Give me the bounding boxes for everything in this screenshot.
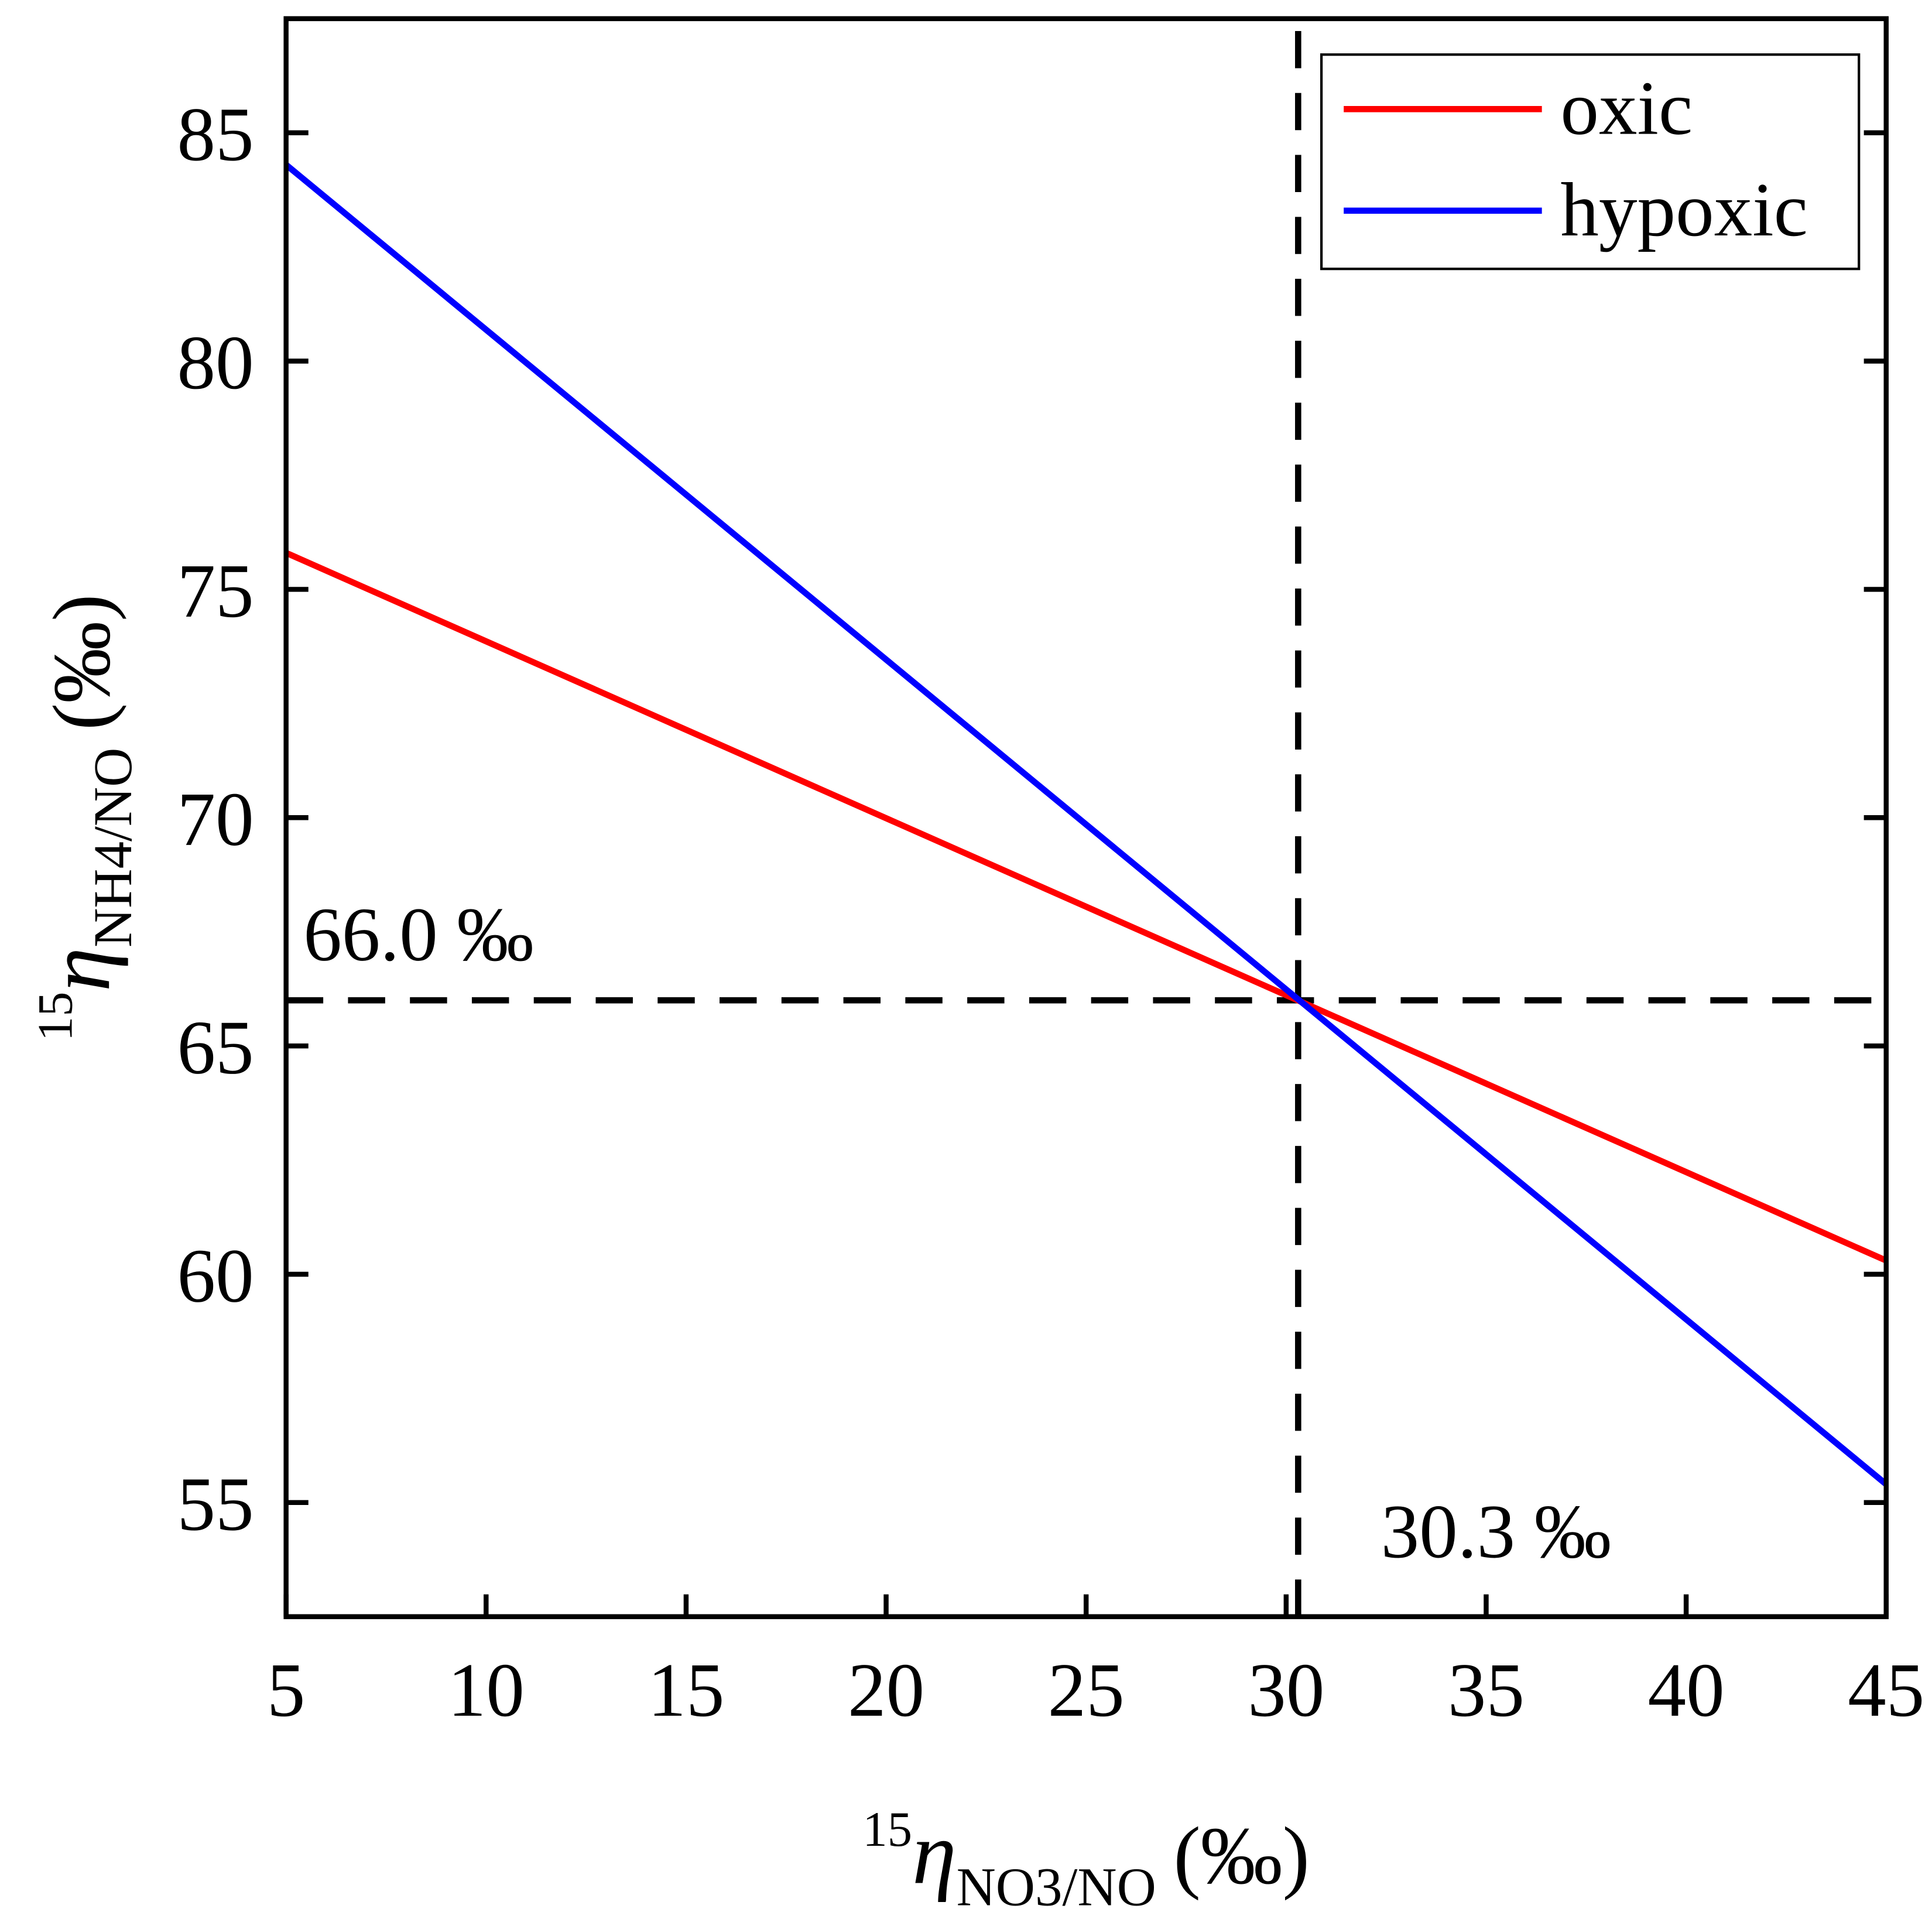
- y-tick-label: 75: [177, 549, 254, 634]
- x-tick-label: 40: [1648, 1648, 1725, 1733]
- x-tick-label: 35: [1448, 1648, 1525, 1733]
- label-sub: NO3/NO: [957, 1858, 1156, 1918]
- x-tick-label: 30: [1248, 1648, 1324, 1733]
- plot-frame: [283, 16, 1889, 1619]
- label-symbol: η: [29, 947, 128, 992]
- y-tick-label: 65: [177, 1005, 254, 1090]
- label-sup: 15: [29, 991, 83, 1041]
- y-tick-label: 80: [177, 320, 254, 405]
- y-tick-label: 70: [177, 777, 254, 862]
- legend-label: hypoxic: [1560, 167, 1808, 252]
- label-sup: 15: [862, 1802, 912, 1857]
- x-tick-label: 15: [648, 1648, 724, 1733]
- x-tick-label: 20: [848, 1648, 924, 1733]
- data-line: [284, 162, 1889, 1487]
- x-tick-label: 25: [1048, 1648, 1125, 1733]
- annotation: 30.3 ‰: [1381, 1489, 1611, 1574]
- label-unit: (‰): [1173, 1811, 1310, 1901]
- y-tick-label: 55: [177, 1462, 254, 1547]
- legend-label: oxic: [1560, 66, 1693, 151]
- legend-box: [1320, 53, 1861, 271]
- y-tick-label: 85: [177, 92, 254, 177]
- label-unit: (‰): [37, 594, 127, 730]
- x-tick-label: 45: [1848, 1648, 1924, 1733]
- x-tick-label: 5: [267, 1648, 306, 1733]
- y-tick-label: 60: [177, 1233, 254, 1318]
- annotation: 66.0 ‰: [303, 892, 533, 977]
- data-line: [285, 550, 1888, 1264]
- x-tick-label: 10: [448, 1648, 525, 1733]
- label-symbol: η: [912, 1804, 957, 1903]
- x-axis-label: 15ηNO3/NO (‰): [862, 1802, 1310, 1918]
- label-sub: NH4/NO: [83, 748, 143, 947]
- y-axis-label: 15ηNH4/NO (‰): [29, 594, 144, 1041]
